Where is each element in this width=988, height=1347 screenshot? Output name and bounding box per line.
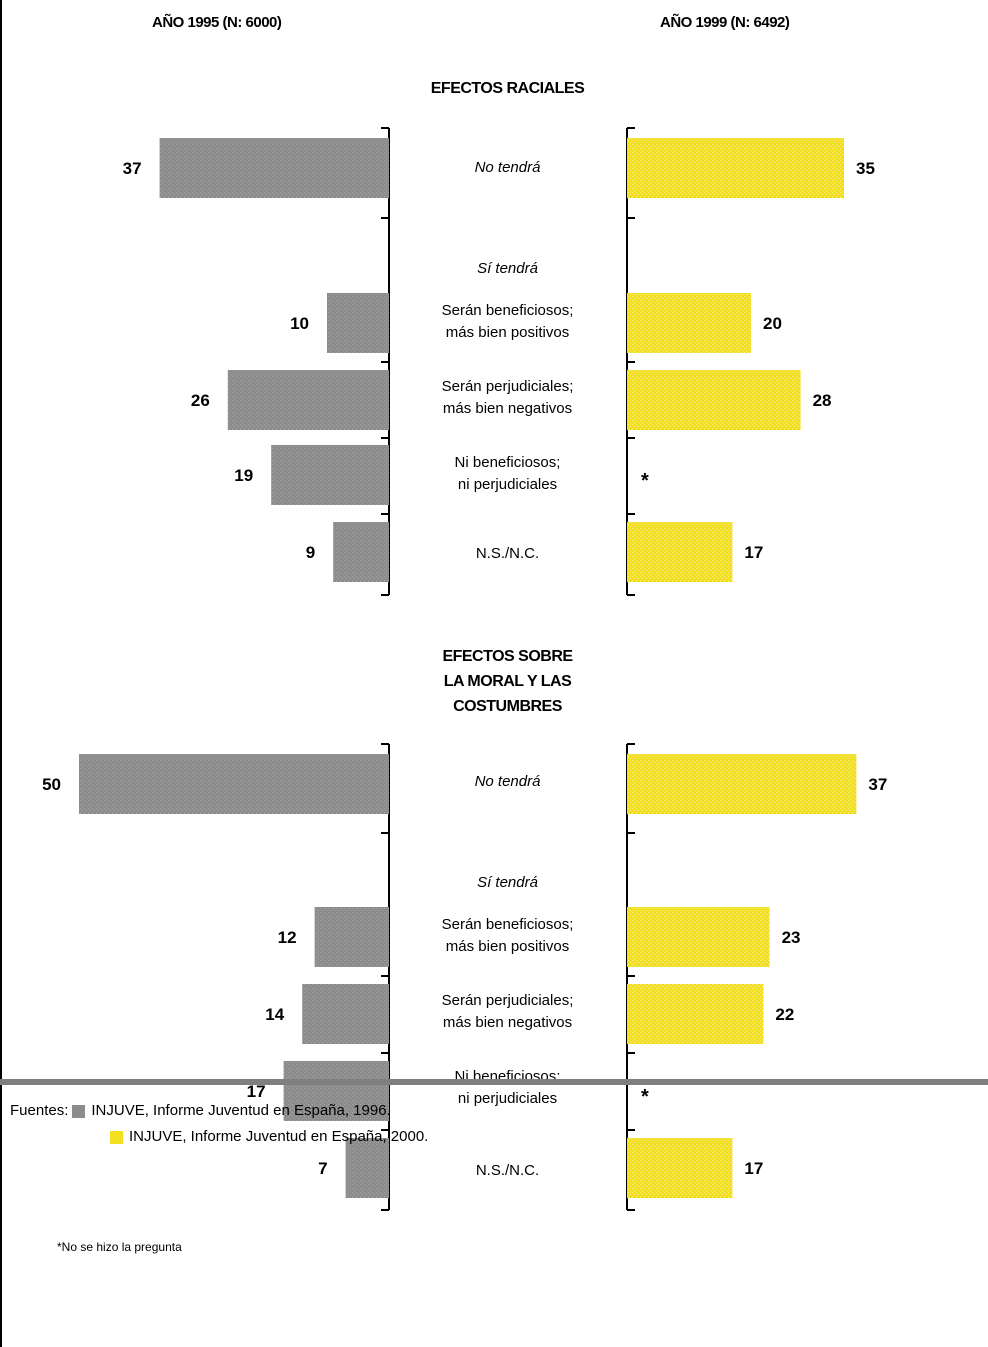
data-label-1999: 20: [763, 314, 782, 333]
bar-1995: [159, 138, 389, 198]
source-swatch-1996: [72, 1104, 86, 1118]
bar-1999: [627, 984, 764, 1044]
data-label-1995: 26: [191, 391, 210, 410]
data-label-1995: 12: [278, 928, 297, 947]
bar-1995: [345, 1138, 389, 1198]
category-label: Serán perjudiciales; más bien negativos: [400, 376, 615, 420]
source-row: INJUVE, Informe Juventud en España, 2000…: [10, 1124, 428, 1150]
section-title-line: EFECTOS SOBRE: [442, 648, 573, 665]
category-label: N.S./N.C.: [475, 545, 540, 562]
bar-1999: [627, 293, 751, 353]
bar-1995: [302, 984, 389, 1044]
bar-1995: [333, 522, 389, 582]
category-label-line: Serán perjudiciales;: [441, 992, 574, 1009]
source-text: INJUVE, Informe Juventud en España, 1996…: [91, 1102, 391, 1119]
bar-1999: [627, 754, 857, 814]
category-label-line: Serán perjudiciales;: [441, 378, 574, 395]
category-label-line: Ni beneficiosos;: [454, 454, 561, 471]
section-title-moral: EFECTOS SOBRE LA MORAL Y LAS COSTUMBRES: [380, 644, 635, 719]
category-label: Serán beneficiosos; más bien positivos: [400, 914, 615, 958]
section-title-line: COSTUMBRES: [453, 698, 562, 715]
category-label: Serán perjudiciales; más bien negativos: [400, 990, 615, 1034]
bar-1999: [627, 907, 770, 967]
category-label-line: Serán beneficiosos;: [441, 916, 574, 933]
missing-marker: *: [641, 470, 649, 492]
category-label: Ni beneficiosos; ni perjudiciales: [400, 452, 615, 496]
data-label-1999: 28: [813, 391, 832, 410]
data-label-1995: 7: [318, 1159, 327, 1178]
category-label-line: ni perjudiciales: [457, 476, 558, 493]
category-label: No tendrá: [474, 773, 541, 790]
data-label-1999: 17: [744, 1159, 763, 1178]
bar-1999: [627, 138, 844, 198]
category-label-line: más bien negativos: [442, 1014, 573, 1031]
data-label-1995: 10: [290, 314, 309, 333]
data-label-1999: 35: [856, 159, 875, 178]
bar-1995: [283, 1061, 389, 1121]
data-label-1995: 37: [123, 159, 142, 178]
data-label-1995: 50: [42, 775, 61, 794]
data-label-1995: 19: [234, 466, 253, 485]
bar-1995: [314, 907, 389, 967]
sources-prefix: Fuentes:: [10, 1102, 69, 1119]
section-title-line: EFECTOS RACIALES: [430, 80, 585, 97]
category-label-line: Serán beneficiosos;: [441, 302, 574, 319]
bar-1999: [627, 370, 801, 430]
missing-marker: *: [641, 1086, 649, 1108]
header-1999: AÑO 1999 (N: 6492): [660, 14, 790, 31]
section-title-line: LA MORAL Y LAS: [443, 673, 572, 690]
category-label-line: ni perjudiciales: [457, 1090, 558, 1107]
category-label-line: más bien negativos: [442, 400, 573, 417]
source-text: INJUVE, Informe Juventud en España, 2000…: [129, 1128, 429, 1145]
bar-1999: [627, 522, 733, 582]
category-label: Sí tendrá: [477, 874, 538, 891]
frame-left-border: [0, 0, 2, 1347]
category-label: Serán beneficiosos; más bien positivos: [400, 300, 615, 344]
data-label-1995: 17: [247, 1082, 266, 1101]
bar-1995: [327, 293, 389, 353]
source-row: Fuentes: INJUVE, Informe Juventud en Esp…: [10, 1098, 428, 1124]
category-label: N.S./N.C.: [475, 1162, 540, 1179]
sources-block: Fuentes: INJUVE, Informe Juventud en Esp…: [10, 1098, 428, 1150]
bar-1995: [227, 370, 389, 430]
bar-plot: 37 35 10 20 26 28 19 * 9 17 50 37 12 23 14 22 17 * 7 17: [42, 127, 887, 1211]
data-label-1999: 37: [868, 775, 887, 794]
category-label-line: más bien positivos: [445, 324, 570, 341]
data-label-1999: 23: [782, 928, 801, 947]
footnote: *No se hizo la pregunta: [57, 1240, 182, 1254]
section-title-racial: EFECTOS RACIALES: [380, 76, 635, 101]
category-label: No tendrá: [474, 159, 541, 176]
category-label-line: más bien positivos: [445, 938, 570, 955]
bar-1995: [79, 754, 389, 814]
section-divider: [0, 1079, 988, 1085]
category-label: Sí tendrá: [477, 260, 538, 277]
source-swatch-2000: [110, 1130, 123, 1144]
data-label-1999: 17: [744, 543, 763, 562]
bar-1999: [627, 1138, 733, 1198]
bar-1995: [271, 445, 389, 505]
header-1995: AÑO 1995 (N: 6000): [152, 14, 282, 31]
data-label-1995: 14: [265, 1005, 284, 1024]
data-label-1995: 9: [306, 543, 315, 562]
data-label-1999: 22: [775, 1005, 794, 1024]
